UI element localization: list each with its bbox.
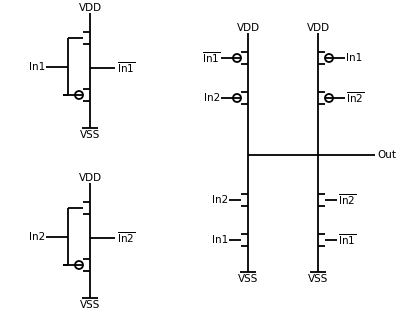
Text: VDD: VDD xyxy=(306,23,330,33)
Text: VSS: VSS xyxy=(238,274,258,284)
Text: $\overline{\rm In2}$: $\overline{\rm In2}$ xyxy=(346,91,364,105)
Text: VDD: VDD xyxy=(78,173,101,183)
Text: In1: In1 xyxy=(346,53,362,63)
Text: $\overline{\rm In1}$: $\overline{\rm In1}$ xyxy=(202,51,220,65)
Text: In2: In2 xyxy=(204,93,220,103)
Text: $\overline{\rm In2}$: $\overline{\rm In2}$ xyxy=(117,231,135,245)
Text: In2: In2 xyxy=(29,231,45,241)
Text: VDD: VDD xyxy=(78,3,101,13)
Text: VSS: VSS xyxy=(80,300,100,310)
Text: In1: In1 xyxy=(212,235,228,245)
Text: Out: Out xyxy=(377,150,396,160)
Text: $\overline{\rm In1}$: $\overline{\rm In1}$ xyxy=(338,233,356,247)
Text: VSS: VSS xyxy=(80,130,100,140)
Text: In2: In2 xyxy=(212,195,228,205)
Text: VDD: VDD xyxy=(236,23,259,33)
Text: VSS: VSS xyxy=(308,274,328,284)
Text: $\overline{\rm In2}$: $\overline{\rm In2}$ xyxy=(338,193,356,207)
Text: In1: In1 xyxy=(29,61,45,71)
Text: $\overline{\rm In1}$: $\overline{\rm In1}$ xyxy=(117,61,135,75)
